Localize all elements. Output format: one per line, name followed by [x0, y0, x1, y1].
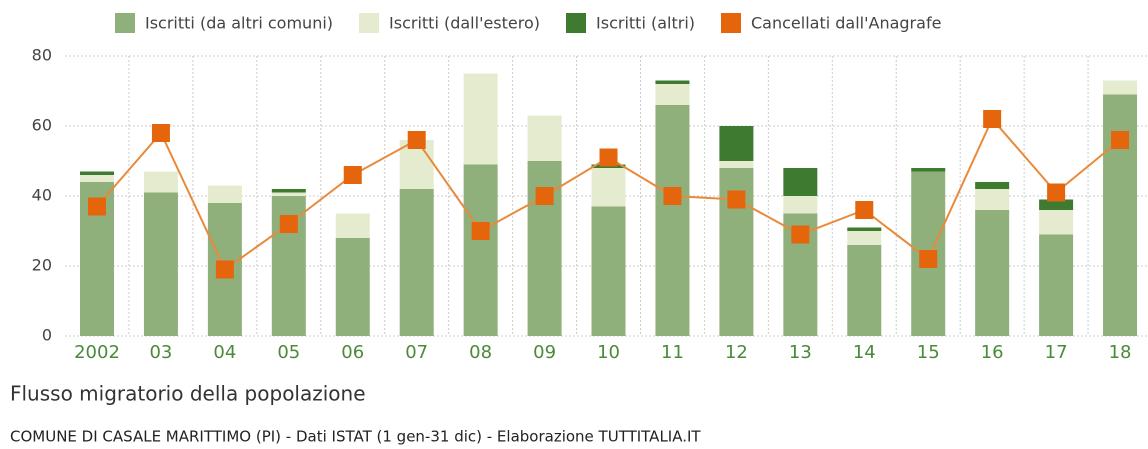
bar-segment [335, 238, 370, 336]
x-tick-label: 03 [149, 342, 172, 363]
line-marker [88, 197, 106, 216]
bar-segment [591, 206, 626, 336]
x-tick-label: 09 [533, 342, 556, 363]
y-tick-label: 20 [32, 256, 52, 275]
chart-title: Flusso migratorio della popolazione [10, 382, 366, 406]
y-tick-label: 40 [32, 186, 52, 205]
chart-subtitle: COMUNE DI CASALE MARITTIMO (PI) - Dati I… [10, 428, 701, 446]
legend-swatch [566, 13, 587, 33]
bar-segment [463, 73, 498, 165]
x-tick-label: 08 [469, 342, 492, 363]
legend-swatch [721, 13, 741, 33]
bar-segment [143, 171, 178, 193]
bar-segment [783, 196, 818, 214]
bar-segment [207, 185, 242, 203]
bar-segment [527, 115, 562, 161]
line-marker [215, 260, 234, 279]
x-tick-label: 07 [405, 342, 428, 363]
bar-segment [719, 126, 754, 161]
line-marker [407, 131, 426, 149]
bar-segment [1039, 210, 1074, 235]
line-marker [663, 187, 682, 205]
bar-segment [80, 171, 114, 175]
bar-segment [271, 192, 306, 196]
x-tick-label: 12 [725, 342, 748, 363]
line-marker [471, 222, 490, 240]
bar-segment [143, 192, 178, 336]
legend-swatch [359, 13, 380, 33]
x-tick-label: 05 [277, 342, 300, 363]
bar-segment [975, 189, 1010, 210]
line-marker [535, 187, 554, 205]
y-tick-label: 80 [32, 46, 52, 65]
line-marker [279, 215, 298, 233]
bar-segment [975, 182, 1010, 189]
bar-segment [847, 227, 882, 231]
y-tick-label: 60 [32, 116, 52, 135]
legend-label: Cancellati dall'Anagrafe [751, 14, 941, 33]
bar-segment [655, 105, 690, 336]
line-marker [727, 190, 746, 209]
x-tick-label: 16 [981, 342, 1004, 363]
bar-segment [1103, 94, 1138, 336]
x-tick-label: 06 [341, 342, 364, 363]
x-tick-label: 18 [1109, 342, 1132, 363]
x-tick-label: 2002 [74, 342, 120, 363]
bar-segment [719, 161, 754, 168]
x-tick-label: 17 [1045, 342, 1068, 363]
bar-segment [911, 168, 946, 172]
x-tick-label: 14 [853, 342, 876, 363]
bar-segment [463, 164, 498, 336]
bar-segment [591, 168, 626, 207]
bar-segment [847, 231, 882, 245]
x-tick-label: 15 [917, 342, 940, 363]
legend-label: Iscritti (altri) [596, 14, 695, 33]
line-marker [983, 110, 1002, 128]
bar-segment [655, 80, 690, 84]
bar-segment [847, 245, 882, 336]
bar-segment [1039, 234, 1074, 336]
x-tick-label: 10 [597, 342, 620, 363]
bar-segment [783, 168, 818, 196]
line-marker [919, 250, 938, 268]
line-marker [343, 166, 362, 184]
line-marker [1047, 183, 1066, 202]
line-marker [855, 201, 874, 219]
line-marker [791, 225, 810, 244]
bar-segment [335, 213, 370, 238]
legend-swatch [115, 13, 135, 33]
line-marker [1111, 131, 1130, 149]
bar-segment [271, 189, 306, 193]
y-tick-label: 0 [42, 326, 52, 345]
bar-segment [975, 210, 1010, 336]
line-marker [151, 124, 170, 142]
line-marker [599, 148, 618, 167]
bar-segment [1103, 80, 1138, 95]
bar-segment [80, 175, 114, 182]
x-tick-label: 13 [789, 342, 812, 363]
x-tick-label: 04 [213, 342, 236, 363]
legend-label: Iscritti (da altri comuni) [145, 14, 333, 33]
legend-label: Iscritti (dall'estero) [389, 14, 540, 33]
bar-segment [655, 84, 690, 105]
bar-segment [399, 189, 434, 336]
x-tick-label: 11 [661, 342, 684, 363]
bar-segment [1039, 199, 1074, 210]
